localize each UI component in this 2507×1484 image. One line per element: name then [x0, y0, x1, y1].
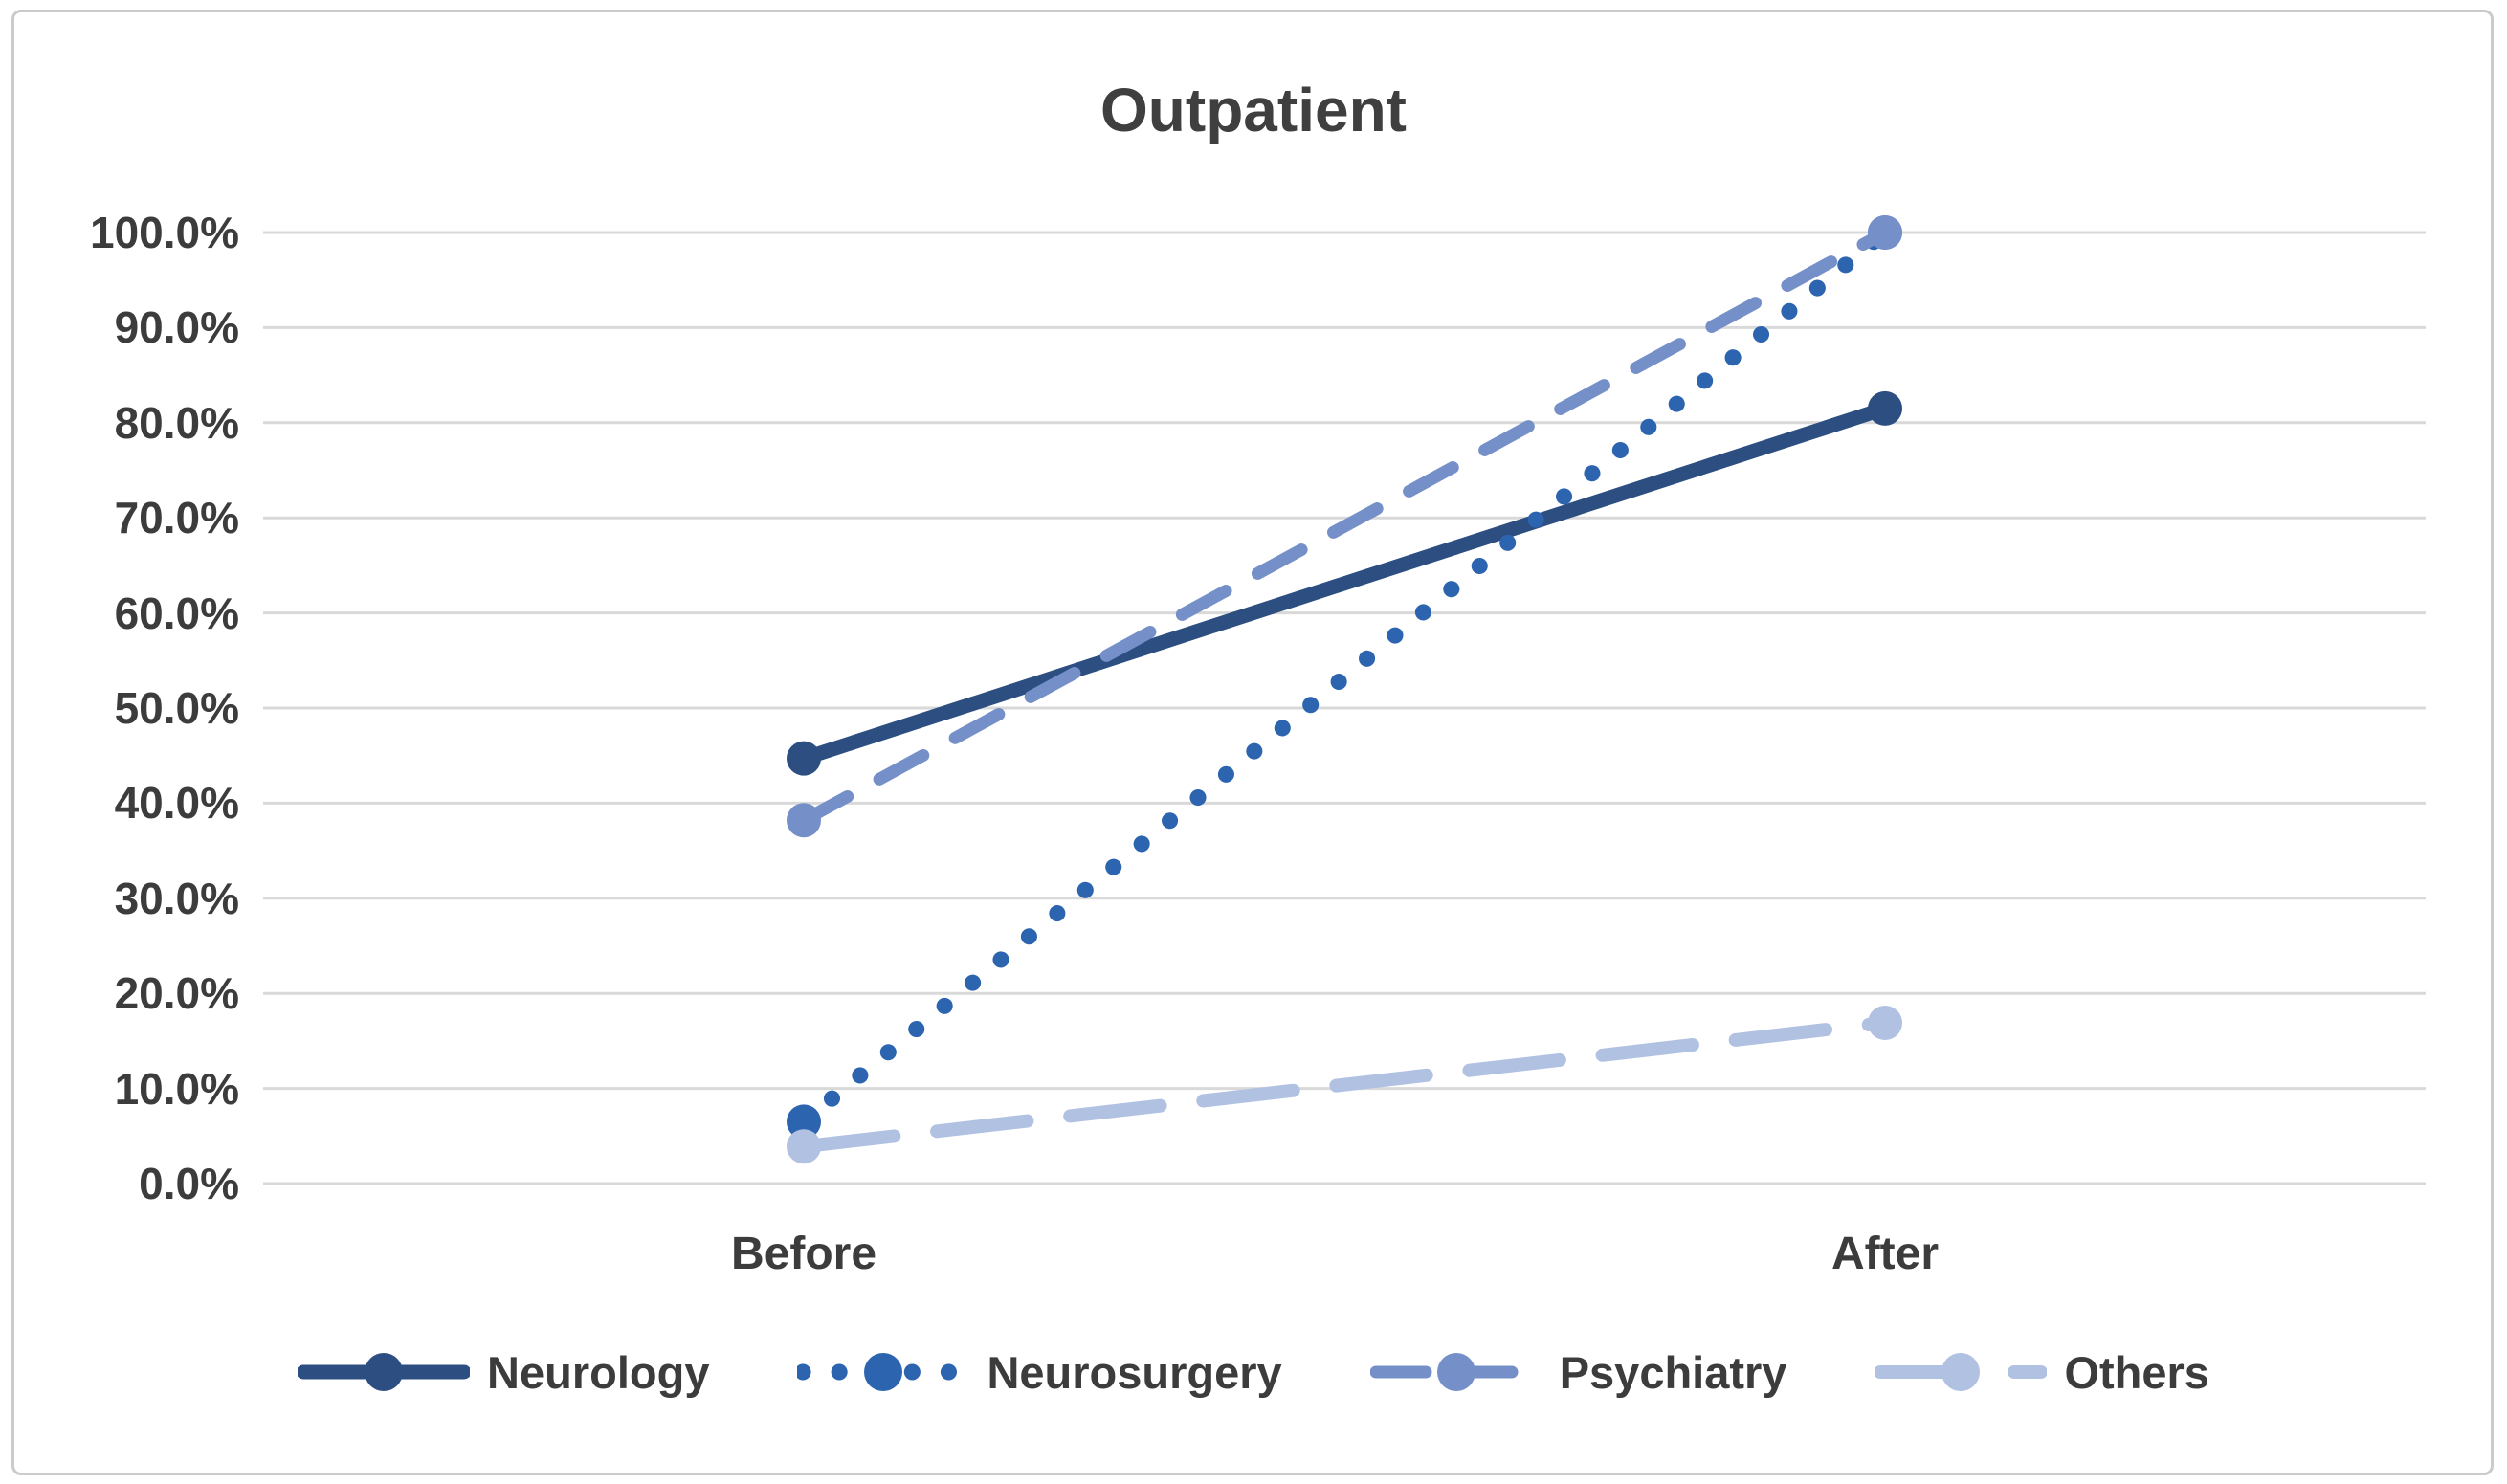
- y-axis-tick-label: 60.0%: [114, 587, 239, 638]
- y-axis-tick-label: 30.0%: [114, 873, 239, 923]
- legend-label: Psychiatry: [1559, 1346, 1787, 1398]
- series-line-neurosurgery: [795, 224, 1894, 1130]
- chart-title: Outpatient: [1100, 76, 1407, 144]
- series-line-others: [797, 1016, 1892, 1154]
- data-point-marker-others: [1868, 1006, 1902, 1041]
- y-axis-tick-label: 50.0%: [114, 683, 239, 733]
- x-axis-category-label-after: After: [1830, 1229, 1940, 1279]
- y-axis-tick-label: 10.0%: [114, 1063, 239, 1114]
- legend-item-psychiatry: Psychiatry: [1369, 1346, 1787, 1399]
- y-axis-tick-label: 100.0%: [89, 208, 239, 257]
- legend-label: Neurology: [487, 1346, 710, 1398]
- legend-item-neurology: Neurology: [298, 1346, 709, 1399]
- y-axis-tick-label: 90.0%: [114, 302, 239, 353]
- y-axis-tick-label: 70.0%: [114, 493, 239, 543]
- legend-marker-dot: [1436, 1353, 1475, 1391]
- y-axis-tick-label: 80.0%: [114, 397, 239, 448]
- series-line-psychiatry: [797, 226, 1892, 827]
- legend-item-others: Others: [1875, 1346, 2209, 1399]
- data-point-marker-others: [787, 1129, 821, 1164]
- y-axis-tick-label: 20.0%: [114, 968, 239, 1019]
- legend-marker-icon: [797, 1353, 970, 1391]
- x-axis-category-label-before: Before: [730, 1229, 877, 1279]
- series-line-neurology: [796, 401, 1893, 766]
- legend-label: Neurosurgery: [987, 1346, 1282, 1398]
- legend-marker-dot: [365, 1353, 404, 1391]
- data-point-marker-psychiatry: [787, 803, 821, 838]
- y-axis-tick-label: 0.0%: [139, 1159, 239, 1208]
- legend-marker-icon: [298, 1353, 471, 1391]
- legend-label: Others: [2064, 1346, 2209, 1398]
- legend-marker-dot: [1941, 1353, 1981, 1391]
- legend-item-neurosurgery: Neurosurgery: [797, 1346, 1282, 1399]
- y-axis-tick-label: 40.0%: [114, 778, 239, 829]
- data-point-marker-psychiatry: [1868, 215, 1902, 250]
- data-point-marker-neurology: [1868, 390, 1902, 426]
- legend-marker-icon: [1369, 1353, 1542, 1391]
- legend-marker-icon: [1875, 1353, 2048, 1391]
- legend: Neurology Neurosurgery Psychiatry Others: [0, 1338, 2507, 1406]
- data-point-marker-neurosurgery: [787, 1104, 821, 1140]
- legend-marker-dot: [864, 1353, 903, 1391]
- data-point-marker-neurology: [787, 741, 821, 776]
